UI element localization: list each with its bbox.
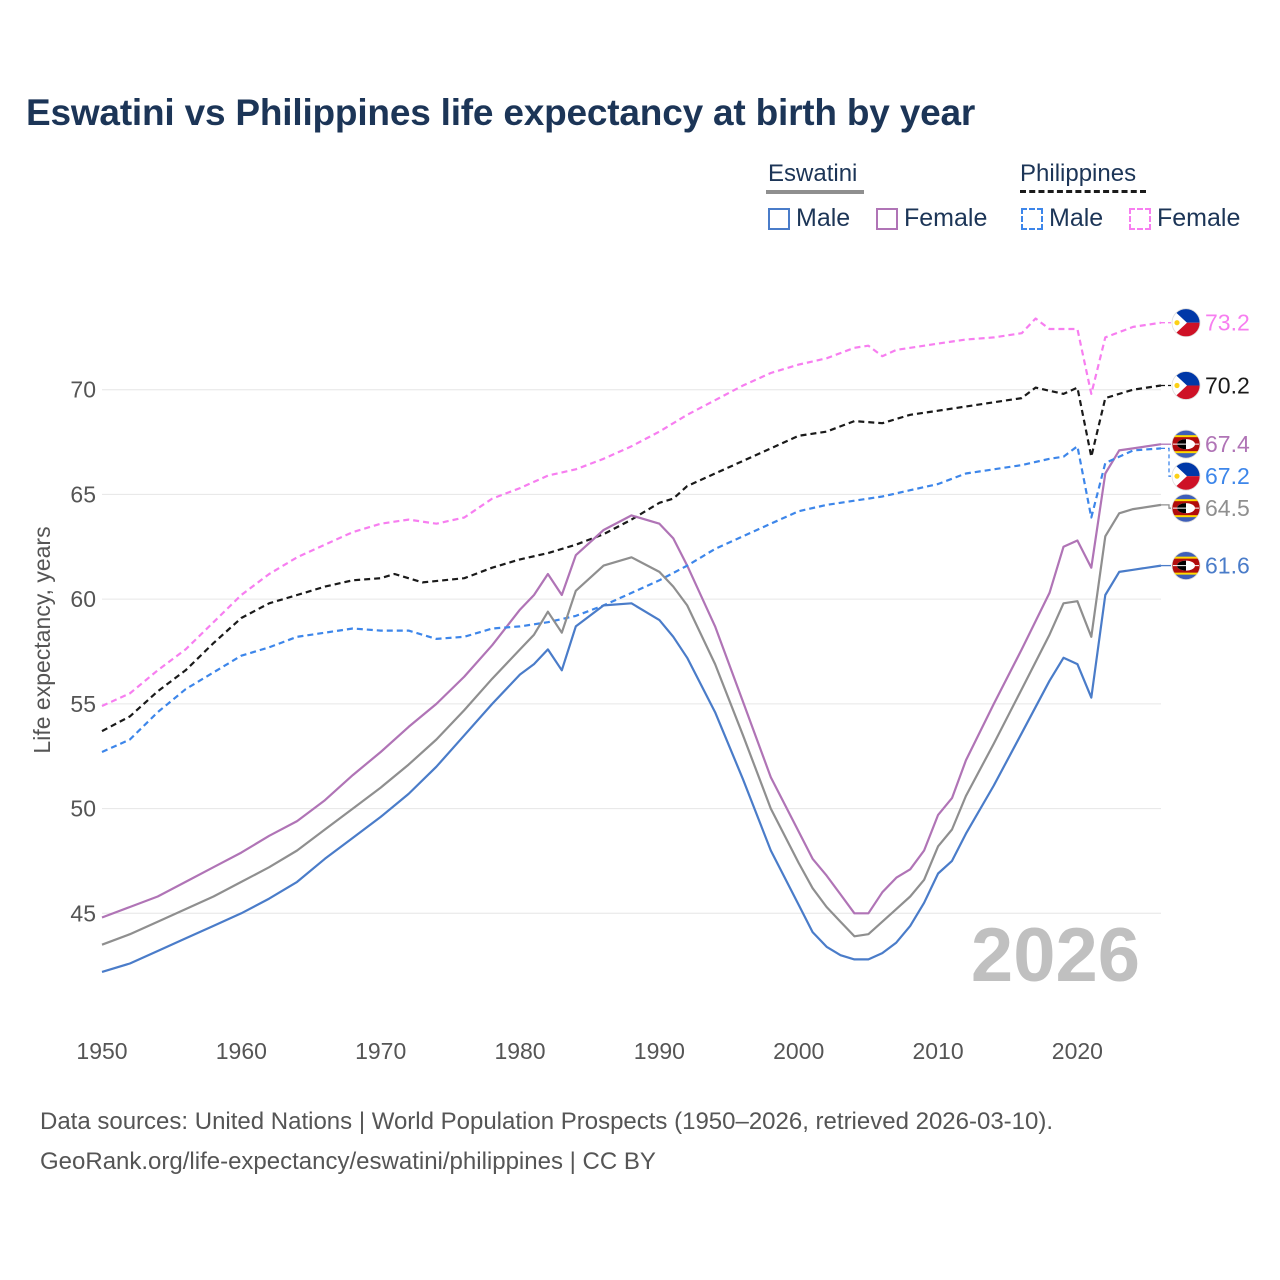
y-tick-label-50: 50 (70, 796, 96, 822)
x-tick-label-1990: 1990 (634, 1038, 685, 1064)
legend-eswatini-heading: Eswatini (768, 160, 858, 187)
x-tick-label-1980: 1980 (494, 1038, 545, 1064)
eswatini-flag-icon (1171, 551, 1201, 581)
x-tick-label-2000: 2000 (773, 1038, 824, 1064)
end-value-label-philippines-male: 67.2 (1205, 463, 1250, 489)
series-line-philippines-female (101, 317, 1162, 708)
legend-label-eswatini-female: Female (904, 204, 988, 232)
x-tick-label-2020: 2020 (1052, 1038, 1103, 1064)
eswatini-flag-icon (1171, 493, 1201, 523)
current-year-label: 2026 (970, 913, 1140, 998)
end-connector-eswatini (1161, 504, 1171, 509)
series-line-eswatini (101, 503, 1162, 946)
series-line-eswatini-male (101, 564, 1162, 973)
legend-eswatini-line (766, 190, 864, 194)
y-tick-label-45: 45 (70, 900, 96, 926)
x-axis: 1950 1960 1970 1980 1990 2000 2010 2020 (76, 1038, 1103, 1064)
chart-title: Eswatini vs Philippines life expectancy … (26, 92, 976, 133)
series-group (101, 317, 1162, 973)
x-tick-label-1960: 1960 (216, 1038, 267, 1064)
legend-philippines-female: Female (1129, 204, 1240, 233)
y-tick-label-70: 70 (70, 377, 96, 403)
end-value-label-eswatini-male: 61.6 (1205, 553, 1250, 579)
legend-philippines-heading: Philippines (1020, 160, 1137, 187)
philippines-flag-icon (1171, 371, 1201, 400)
legend-philippines-line (1020, 190, 1146, 193)
legend-swatch-eswatini-female (876, 207, 898, 230)
end-value-label-eswatini-female: 67.4 (1205, 431, 1250, 457)
y-axis-label: Life expectancy, years (29, 526, 55, 753)
legend-label-philippines-female: Female (1157, 204, 1241, 232)
series-line-philippines-male (101, 445, 1162, 754)
data-sources: Data sources: United Nations | World Pop… (40, 1108, 1054, 1135)
legend-label-eswatini-male: Male (796, 204, 851, 232)
x-tick-label-2010: 2010 (912, 1038, 963, 1064)
series-line-eswatini-female (101, 443, 1162, 919)
end-connector-philippines-male (1161, 447, 1171, 477)
legend-swatch-philippines-female (1129, 207, 1151, 230)
y-axis: 45 50 55 60 65 70 (70, 377, 96, 927)
credit: GeoRank.org/life-expectancy/eswatini/phi… (40, 1148, 656, 1175)
legend-philippines-male: Male (1021, 204, 1103, 233)
grid (102, 389, 1161, 914)
y-tick-label-65: 65 (70, 481, 96, 507)
x-tick-label-1950: 1950 (76, 1038, 127, 1064)
end-labels: 73.2 70.2 67.4 67.2 64.5 61.6 (1161, 308, 1250, 581)
end-value-label-eswatini: 64.5 (1205, 495, 1250, 521)
end-value-label-philippines-female: 73.2 (1205, 310, 1250, 336)
legend-swatch-philippines-male (1021, 207, 1043, 230)
eswatini-flag-icon (1171, 429, 1201, 459)
x-tick-label-1970: 1970 (355, 1038, 406, 1064)
y-tick-label-60: 60 (70, 586, 96, 612)
legend-eswatini-female: Female (876, 204, 987, 233)
legend-eswatini-male: Male (768, 204, 850, 233)
y-tick-label-55: 55 (70, 691, 96, 717)
philippines-flag-icon (1171, 308, 1201, 338)
end-value-label-philippines: 70.2 (1205, 373, 1250, 399)
legend-swatch-eswatini-male (768, 207, 790, 230)
philippines-flag-icon (1171, 461, 1201, 491)
legend-label-philippines-male: Male (1049, 204, 1104, 232)
